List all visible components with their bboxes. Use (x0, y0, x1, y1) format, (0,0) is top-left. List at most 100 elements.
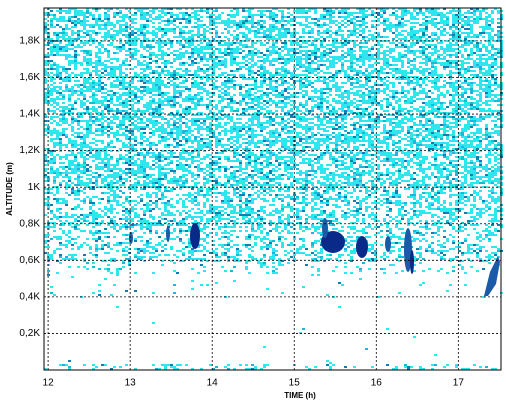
backscatter-cell (389, 14, 392, 16)
backscatter-cell (242, 58, 245, 60)
backscatter-cell (245, 20, 248, 22)
backscatter-cell (236, 56, 239, 58)
backscatter-cell (401, 26, 404, 28)
backscatter-cell (146, 66, 149, 68)
backscatter-cell (146, 110, 149, 112)
backscatter-cell (353, 54, 356, 56)
backscatter-cell (182, 62, 185, 64)
backscatter-cell (116, 14, 119, 16)
backscatter-cell (77, 22, 80, 24)
backscatter-cell (173, 98, 176, 100)
backscatter-cell (266, 28, 269, 30)
backscatter-cell (413, 90, 416, 92)
backscatter-cell (302, 12, 305, 14)
backscatter-cell (158, 50, 161, 52)
backscatter-cell (350, 56, 353, 58)
backscatter-cell (182, 18, 185, 20)
backscatter-cell (182, 52, 185, 54)
backscatter-cell (443, 8, 446, 10)
backscatter-cell (257, 102, 260, 104)
backscatter-cell (155, 8, 158, 10)
backscatter-cell (446, 46, 449, 48)
backscatter-cell (461, 100, 464, 102)
backscatter-cell (413, 78, 416, 80)
backscatter-cell (44, 26, 47, 28)
backscatter-cell (485, 74, 488, 76)
backscatter-cell (266, 48, 269, 50)
backscatter-cell (479, 72, 482, 74)
backscatter-cell (398, 82, 401, 84)
backscatter-cell (347, 36, 350, 38)
backscatter-cell (314, 116, 317, 118)
backscatter-cell (437, 12, 440, 14)
backscatter-cell (197, 26, 200, 28)
backscatter-cell (428, 68, 431, 70)
backscatter-cell (59, 10, 62, 12)
backscatter-cell (242, 34, 245, 36)
backscatter-cell (368, 56, 371, 58)
backscatter-cell (110, 70, 113, 72)
backscatter-cell (170, 72, 173, 74)
backscatter-cell (323, 46, 326, 48)
backscatter-cell (239, 114, 242, 116)
backscatter-cell (197, 76, 200, 78)
backscatter-cell (248, 14, 251, 16)
backscatter-cell (344, 18, 347, 20)
backscatter-cell (437, 76, 440, 78)
backscatter-cell (71, 108, 74, 110)
backscatter-cell (479, 66, 482, 68)
backscatter-cell (362, 62, 365, 64)
backscatter-cell (248, 108, 251, 110)
backscatter-cell (158, 54, 161, 56)
backscatter-cell (146, 88, 149, 90)
backscatter-cell (371, 86, 374, 88)
backscatter-cell (407, 10, 410, 12)
backscatter-cell (374, 92, 377, 94)
backscatter-cell (113, 26, 116, 28)
backscatter-cell (221, 62, 224, 64)
backscatter-cell (260, 72, 263, 74)
backscatter-cell (299, 44, 302, 46)
backscatter-cell (449, 70, 452, 72)
backscatter-cell (89, 30, 92, 32)
backscatter-cell (152, 38, 155, 40)
backscatter-cell (431, 54, 434, 56)
backscatter-cell (242, 78, 245, 80)
backscatter-cell (455, 68, 458, 70)
backscatter-cell (491, 76, 494, 78)
backscatter-cell (116, 60, 119, 62)
backscatter-cell (125, 68, 128, 70)
backscatter-cell (227, 82, 230, 84)
backscatter-cell (248, 102, 251, 104)
backscatter-cell (431, 34, 434, 36)
backscatter-cell (77, 20, 80, 22)
backscatter-cell (257, 20, 260, 22)
backscatter-cell (176, 36, 179, 38)
backscatter-cell (224, 84, 227, 86)
backscatter-cell (170, 76, 173, 78)
backscatter-cell (128, 18, 131, 20)
backscatter-cell (74, 40, 77, 42)
backscatter-cell (431, 110, 434, 112)
backscatter-cell (197, 62, 200, 64)
backscatter-cell (308, 56, 311, 58)
backscatter-cell (449, 82, 452, 84)
backscatter-cell (269, 10, 272, 12)
backscatter-cell (308, 50, 311, 52)
backscatter-cell (50, 88, 53, 90)
backscatter-cell (212, 116, 215, 118)
backscatter-cell (362, 54, 365, 56)
backscatter-cell (272, 60, 275, 62)
backscatter-cell (434, 50, 437, 52)
backscatter-cell (83, 120, 86, 122)
backscatter-cell (449, 86, 452, 88)
backscatter-cell (455, 102, 458, 104)
backscatter-cell (140, 10, 143, 12)
backscatter-cell (320, 94, 323, 96)
backscatter-cell (212, 14, 215, 16)
backscatter-cell (209, 58, 212, 60)
backscatter-cell (284, 74, 287, 76)
backscatter-cell (332, 50, 335, 52)
backscatter-cell (62, 68, 65, 70)
backscatter-cell (185, 20, 188, 22)
